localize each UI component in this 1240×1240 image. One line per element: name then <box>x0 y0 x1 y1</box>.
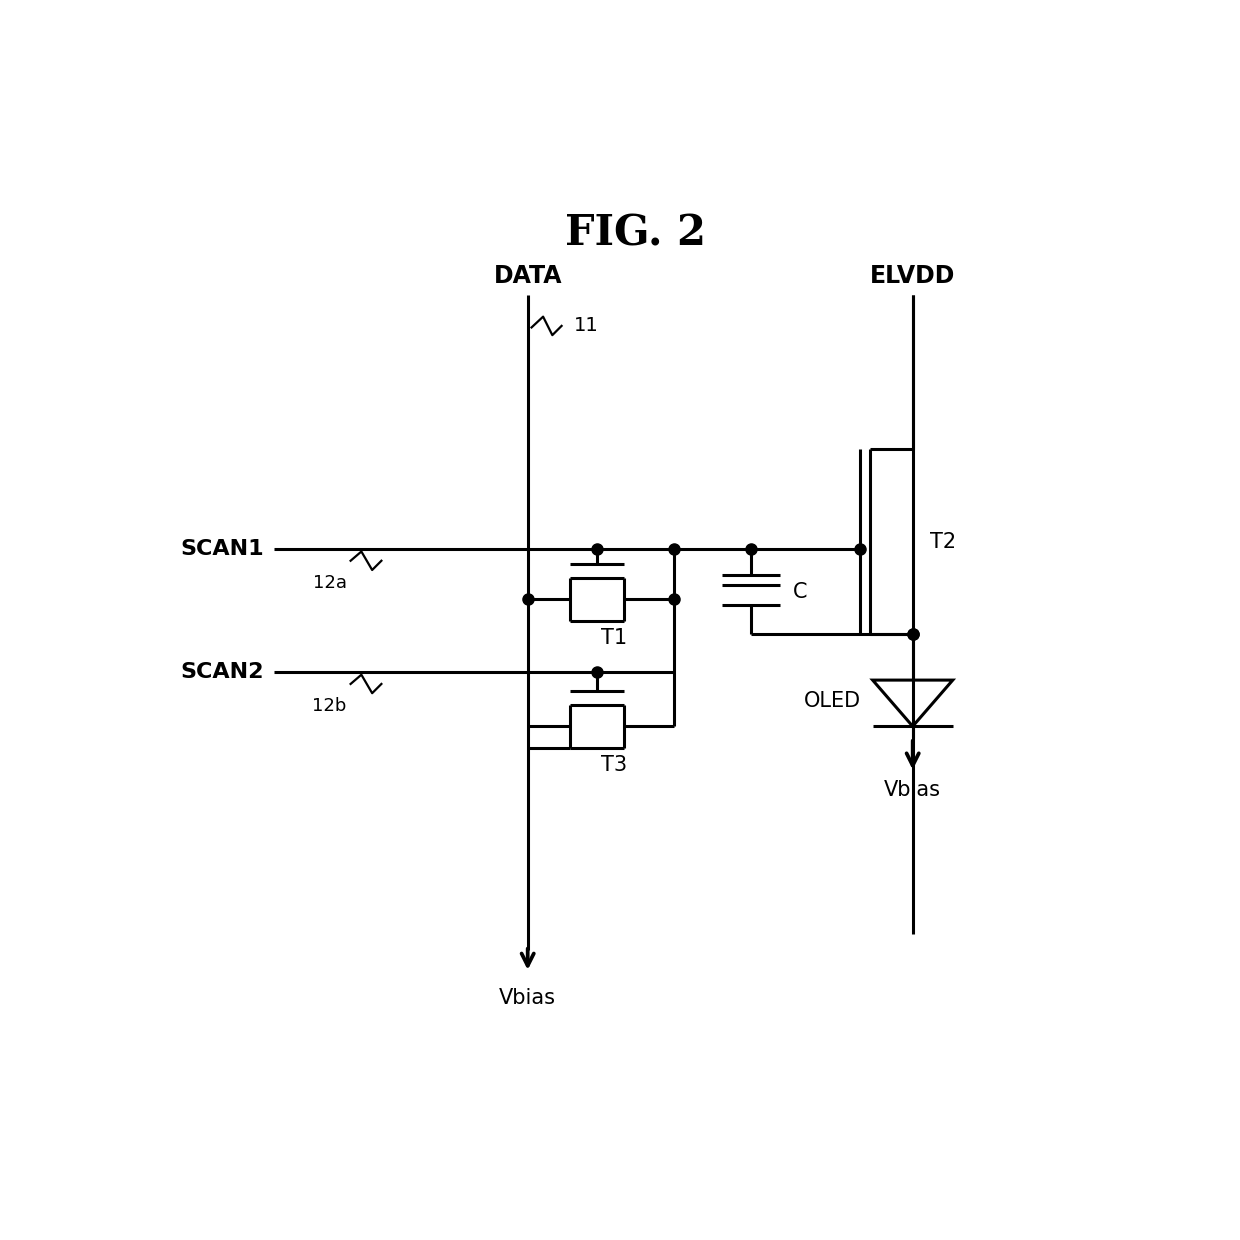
Text: T2: T2 <box>930 532 956 552</box>
Text: OLED: OLED <box>804 691 861 711</box>
Text: T1: T1 <box>601 627 627 647</box>
Text: DATA: DATA <box>494 264 562 288</box>
Text: T3: T3 <box>601 755 627 775</box>
Text: 12a: 12a <box>312 574 347 591</box>
Text: Vbias: Vbias <box>500 988 557 1008</box>
Text: 12b: 12b <box>312 697 347 715</box>
Text: 11: 11 <box>574 316 599 335</box>
Text: SCAN2: SCAN2 <box>181 662 264 682</box>
Text: Vbias: Vbias <box>884 780 941 800</box>
Text: C: C <box>794 582 807 601</box>
Text: ELVDD: ELVDD <box>870 264 955 288</box>
Text: FIG. 2: FIG. 2 <box>565 212 706 254</box>
Text: SCAN1: SCAN1 <box>181 539 264 559</box>
